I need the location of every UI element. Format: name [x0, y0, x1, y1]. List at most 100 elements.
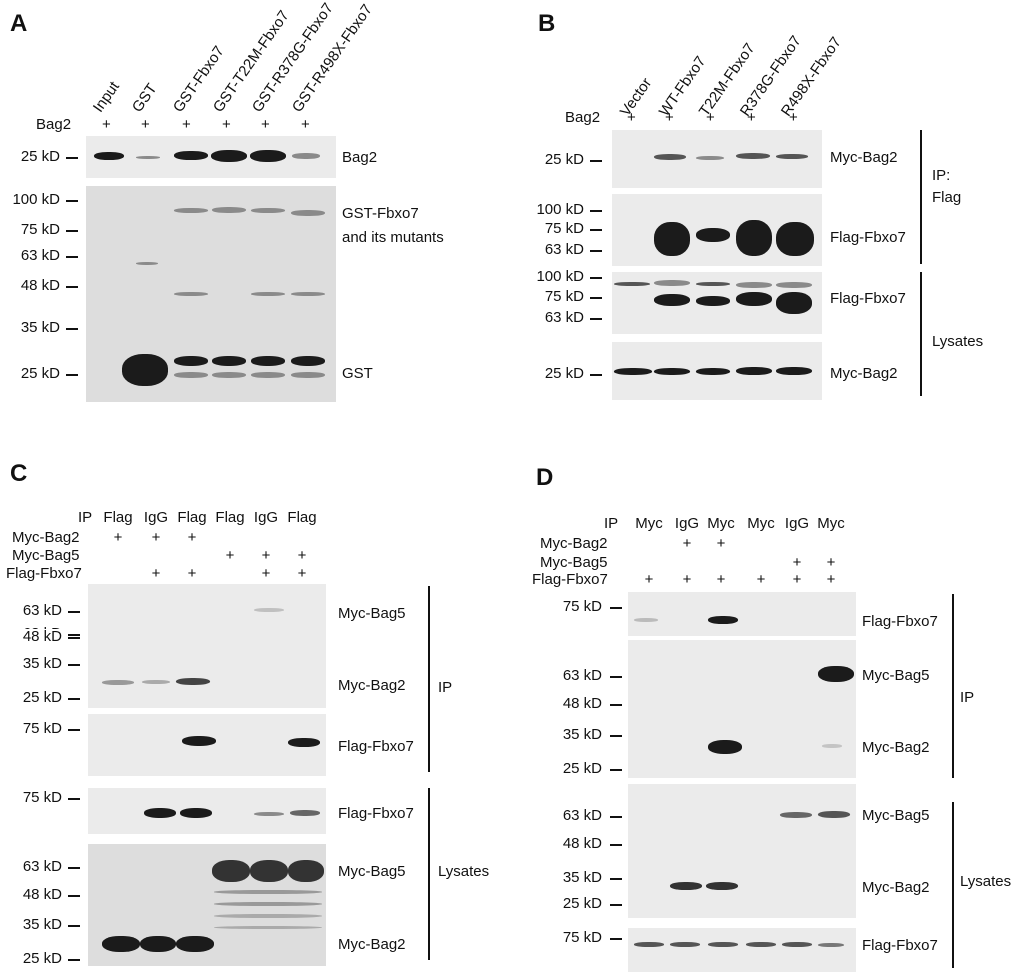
group-label: IP	[438, 679, 453, 696]
plus-mark: +	[792, 571, 802, 588]
bracket-lysates	[952, 802, 954, 968]
ip-lane: Myc	[817, 515, 845, 532]
mw-marker: 25 kD	[544, 365, 584, 382]
band	[654, 154, 686, 160]
plus-mark: +	[627, 109, 636, 126]
band	[670, 882, 702, 890]
mw-tick	[68, 798, 80, 800]
bracket-ip	[952, 594, 954, 778]
mw-tick	[66, 256, 78, 258]
band	[214, 890, 322, 894]
mw-tick	[610, 607, 622, 609]
mw-marker: 25 kD	[544, 151, 584, 168]
band	[736, 220, 772, 256]
band	[776, 367, 812, 375]
panel-label-d: D	[536, 464, 554, 491]
blot-lysate-fbxo7	[88, 788, 326, 834]
band	[634, 618, 658, 622]
band	[254, 608, 284, 612]
ip-lane: Flag	[287, 509, 317, 526]
band	[251, 292, 285, 296]
ip-lane: Flag	[215, 509, 245, 526]
mw-marker: 25 kD	[22, 950, 62, 967]
row-label: Myc-Bag2	[12, 529, 80, 546]
band	[102, 680, 134, 685]
mw-tick	[66, 374, 78, 376]
plus-mark: +	[151, 565, 161, 582]
band	[822, 744, 842, 748]
mw-tick	[590, 318, 602, 320]
band	[102, 936, 140, 952]
band	[776, 292, 812, 314]
mw-marker: 75 kD	[544, 220, 584, 237]
lane-label: GST	[128, 80, 161, 116]
band	[180, 808, 212, 818]
mw-tick	[66, 230, 78, 232]
band-label: Myc-Bag2	[338, 677, 406, 694]
band	[288, 860, 324, 882]
band	[144, 808, 176, 818]
plus-mark: +	[644, 571, 654, 588]
band	[776, 222, 814, 256]
band	[122, 354, 168, 386]
ip-label: IP	[604, 515, 619, 532]
row-label: Myc-Bag5	[12, 547, 80, 564]
group-label: IP:	[932, 167, 951, 184]
mw-marker: 35 kD	[20, 319, 60, 336]
band	[140, 936, 176, 952]
band	[654, 222, 690, 256]
bracket-ip	[428, 586, 430, 772]
mw-tick	[590, 297, 602, 299]
plus-mark: +	[222, 116, 231, 133]
band	[782, 942, 812, 947]
mw-marker: 75 kD	[22, 720, 62, 737]
band-label: Flag-Fbxo7	[338, 738, 414, 755]
band	[250, 860, 288, 882]
band	[696, 156, 724, 160]
mw-tick	[610, 878, 622, 880]
band	[634, 942, 664, 947]
mw-tick	[610, 704, 622, 706]
band	[654, 368, 690, 375]
band-label: and its mutants	[342, 229, 444, 246]
band	[136, 156, 160, 159]
band-label: Myc-Bag5	[862, 667, 930, 684]
band	[214, 914, 322, 918]
ip-lane: IgG	[674, 515, 700, 532]
mw-marker: 63 kD	[20, 247, 60, 264]
mw-marker: 25 kD	[562, 760, 602, 777]
row-label: Myc-Bag5	[540, 554, 608, 571]
band	[818, 943, 844, 947]
band	[214, 926, 322, 929]
band-label: Myc-Bag5	[338, 605, 406, 622]
band	[214, 902, 322, 906]
mw-marker: 100 kD	[536, 201, 584, 218]
plus-mark: +	[716, 535, 726, 552]
blot-lysate-fbxo7	[628, 928, 856, 972]
row-label: Bag2	[565, 109, 601, 126]
band	[708, 616, 738, 624]
mw-tick	[610, 735, 622, 737]
mw-marker: 63 kD	[544, 309, 584, 326]
band	[736, 153, 770, 159]
mw-marker: 48 kD	[22, 886, 62, 903]
blot-flag-fbxo7-lysate	[612, 272, 822, 334]
mw-marker: 75 kD	[544, 288, 584, 305]
group-label: Lysates	[438, 863, 490, 880]
blot-ip-fbxo7	[628, 592, 856, 636]
band-label: Myc-Bag5	[862, 807, 930, 824]
blot-ip-fbxo7	[88, 714, 326, 776]
mw-marker: 63 kD	[22, 602, 62, 619]
band	[670, 942, 700, 947]
ip-lane: IgG	[143, 509, 169, 526]
mw-marker: 48 kD	[20, 277, 60, 294]
plus-mark: +	[826, 571, 836, 588]
mw-marker: 63 kD	[22, 858, 62, 875]
plus-mark: +	[301, 116, 310, 133]
mw-tick	[610, 676, 622, 678]
band-label: Myc-Bag2	[862, 879, 930, 896]
mw-marker: 75 kD	[562, 929, 602, 946]
band	[174, 208, 208, 213]
band	[654, 280, 690, 286]
mw-tick	[66, 328, 78, 330]
